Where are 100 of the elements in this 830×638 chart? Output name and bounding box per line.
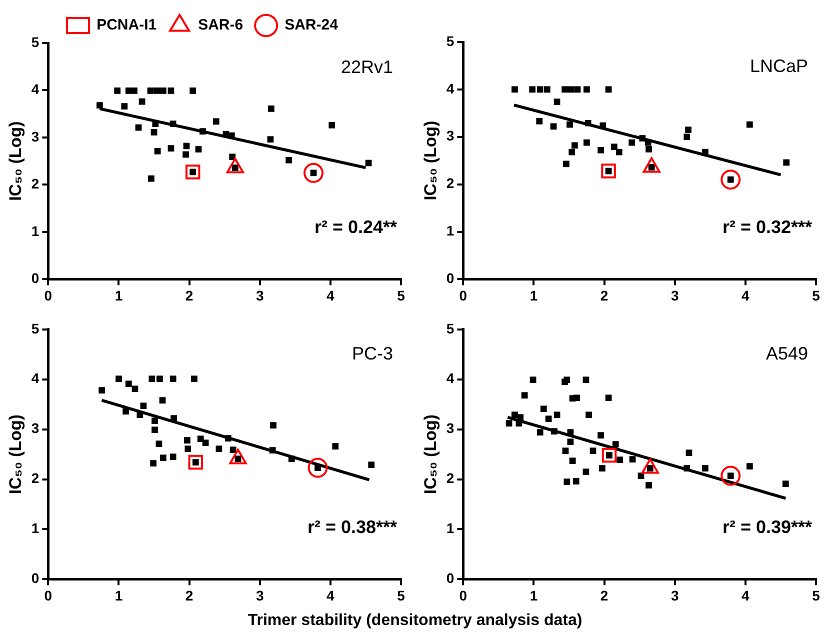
point xyxy=(150,460,157,466)
point xyxy=(616,148,622,156)
point xyxy=(601,164,616,178)
point xyxy=(200,128,206,135)
y-tick-label: 4 xyxy=(446,370,454,386)
annotation: r² = 0.39*** xyxy=(722,517,812,538)
point xyxy=(545,416,552,422)
point xyxy=(267,136,274,143)
text: LNCaP xyxy=(750,56,808,76)
point xyxy=(156,440,162,447)
point xyxy=(170,120,176,127)
point xyxy=(544,86,550,93)
point xyxy=(605,394,612,402)
point xyxy=(160,88,166,94)
point xyxy=(304,162,324,183)
point xyxy=(574,394,580,402)
point xyxy=(554,412,560,418)
point xyxy=(506,420,512,427)
point xyxy=(148,376,156,382)
point xyxy=(150,129,158,136)
point xyxy=(644,139,652,146)
point xyxy=(686,450,692,456)
point xyxy=(685,126,692,133)
point xyxy=(684,465,690,472)
point xyxy=(646,146,652,152)
point xyxy=(156,376,163,382)
annotation: r² = 0.32*** xyxy=(722,217,812,238)
point xyxy=(286,156,292,164)
point xyxy=(521,392,528,399)
point xyxy=(598,432,604,438)
y-tick-label: 4 xyxy=(446,80,454,96)
point xyxy=(184,446,192,452)
y-tick-label: 1 xyxy=(31,520,40,536)
point xyxy=(530,376,536,384)
y-axis-title: IC₅₀ (Log) xyxy=(6,414,25,494)
point xyxy=(195,146,202,152)
point xyxy=(269,447,276,454)
point xyxy=(571,142,578,149)
legend-label: PCNA-I1 xyxy=(96,16,157,34)
point xyxy=(582,468,590,475)
point xyxy=(564,376,570,384)
x-tick-label: 1 xyxy=(114,587,123,604)
point xyxy=(567,438,574,445)
point xyxy=(224,435,232,442)
x-tick-label: 5 xyxy=(397,287,406,304)
point xyxy=(746,121,753,128)
point xyxy=(536,118,543,124)
point xyxy=(216,446,222,452)
x-tick-label: 3 xyxy=(256,287,264,304)
point xyxy=(616,456,624,463)
point xyxy=(720,170,741,190)
point xyxy=(125,380,132,388)
point xyxy=(191,376,198,382)
point xyxy=(590,448,596,454)
point xyxy=(288,456,295,462)
point xyxy=(159,397,166,404)
point xyxy=(529,86,536,93)
point xyxy=(639,135,646,142)
point xyxy=(168,88,174,94)
x-tick-label: 3 xyxy=(256,587,264,604)
point xyxy=(212,118,220,125)
point xyxy=(152,418,158,424)
y-tick-label: 4 xyxy=(31,81,40,98)
y-tick-label: 1 xyxy=(446,520,454,536)
point xyxy=(160,454,166,461)
point xyxy=(202,440,209,446)
y-tick-label: 3 xyxy=(446,420,454,436)
point xyxy=(121,103,128,110)
point xyxy=(170,376,176,382)
x-tick-label: 0 xyxy=(44,287,52,304)
point xyxy=(551,428,558,434)
point xyxy=(184,437,190,444)
point xyxy=(562,448,569,454)
y-tick-label: 1 xyxy=(446,222,454,239)
y-tick-label: 0 xyxy=(446,570,454,586)
point xyxy=(152,120,159,127)
x-tick-label: 2 xyxy=(185,587,194,604)
point xyxy=(516,420,522,427)
x-tick-label: 0 xyxy=(44,587,52,604)
x-tick-label: 2 xyxy=(600,587,608,604)
point xyxy=(138,98,146,105)
point xyxy=(197,436,204,442)
y-tick-label: 5 xyxy=(446,32,454,49)
x-tick-label: 0 xyxy=(459,587,468,604)
point xyxy=(140,402,147,410)
point xyxy=(611,144,618,150)
point xyxy=(554,98,560,105)
point xyxy=(702,148,708,156)
point xyxy=(600,122,606,129)
point xyxy=(185,164,200,180)
point xyxy=(190,88,196,94)
point xyxy=(170,415,177,422)
point xyxy=(96,102,103,109)
point xyxy=(646,482,652,488)
point xyxy=(602,448,617,463)
point xyxy=(147,88,154,94)
point xyxy=(586,412,592,418)
point xyxy=(131,88,138,94)
text: PC-3 xyxy=(352,343,393,364)
point xyxy=(512,86,518,93)
